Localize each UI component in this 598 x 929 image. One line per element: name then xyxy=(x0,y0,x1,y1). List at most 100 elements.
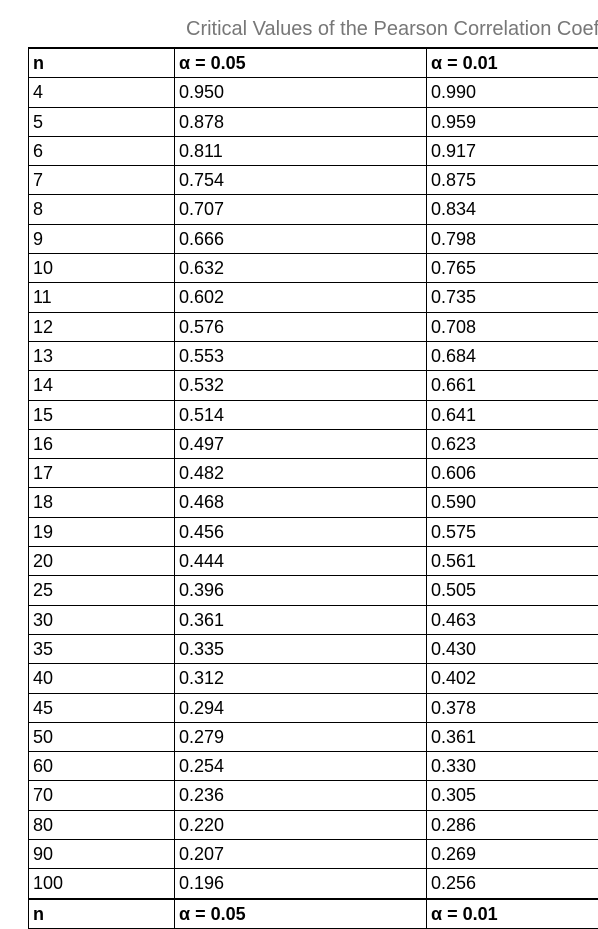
cell-alpha01: 0.575 xyxy=(427,517,598,546)
cell-alpha01: 0.330 xyxy=(427,752,598,781)
col-header-n: n xyxy=(29,48,175,78)
cell-n: 16 xyxy=(29,429,175,458)
cell-alpha05: 0.532 xyxy=(175,371,427,400)
cell-n: 9 xyxy=(29,224,175,253)
table-row: 250.3960.505 xyxy=(29,576,598,605)
cell-alpha01: 0.834 xyxy=(427,195,598,224)
table-row: 300.3610.463 xyxy=(29,605,598,634)
cell-n: 80 xyxy=(29,810,175,839)
table-row: 600.2540.330 xyxy=(29,752,598,781)
critical-values-table: n α = 0.05 α = 0.01 40.9500.99050.8780.9… xyxy=(28,47,598,929)
table-row: 400.3120.402 xyxy=(29,664,598,693)
cell-n: 5 xyxy=(29,107,175,136)
table-row: 150.5140.641 xyxy=(29,400,598,429)
cell-alpha05: 0.811 xyxy=(175,136,427,165)
cell-alpha05: 0.707 xyxy=(175,195,427,224)
table-row: 160.4970.623 xyxy=(29,429,598,458)
cell-alpha01: 0.361 xyxy=(427,722,598,751)
cell-alpha05: 0.514 xyxy=(175,400,427,429)
cell-n: 25 xyxy=(29,576,175,605)
cell-alpha01: 0.305 xyxy=(427,781,598,810)
cell-n: 35 xyxy=(29,634,175,663)
cell-alpha01: 0.959 xyxy=(427,107,598,136)
cell-alpha01: 0.256 xyxy=(427,869,598,899)
col-footer-alpha01: α = 0.01 xyxy=(427,899,598,929)
cell-alpha05: 0.335 xyxy=(175,634,427,663)
cell-alpha05: 0.497 xyxy=(175,429,427,458)
cell-alpha01: 0.684 xyxy=(427,341,598,370)
table-row: 1000.1960.256 xyxy=(29,869,598,899)
cell-n: 70 xyxy=(29,781,175,810)
cell-alpha05: 0.236 xyxy=(175,781,427,810)
cell-n: 7 xyxy=(29,166,175,195)
col-header-alpha01: α = 0.01 xyxy=(427,48,598,78)
col-footer-n: n xyxy=(29,899,175,929)
cell-alpha01: 0.641 xyxy=(427,400,598,429)
cell-alpha01: 0.402 xyxy=(427,664,598,693)
table-row: 450.2940.378 xyxy=(29,693,598,722)
cell-alpha01: 0.561 xyxy=(427,547,598,576)
cell-n: 6 xyxy=(29,136,175,165)
cell-n: 18 xyxy=(29,488,175,517)
table-body: 40.9500.99050.8780.95960.8110.91770.7540… xyxy=(29,78,598,899)
cell-n: 12 xyxy=(29,312,175,341)
cell-alpha01: 0.798 xyxy=(427,224,598,253)
cell-n: 4 xyxy=(29,78,175,107)
cell-n: 19 xyxy=(29,517,175,546)
cell-n: 8 xyxy=(29,195,175,224)
cell-alpha05: 0.482 xyxy=(175,459,427,488)
table-row: 80.7070.834 xyxy=(29,195,598,224)
cell-alpha05: 0.254 xyxy=(175,752,427,781)
cell-alpha05: 0.207 xyxy=(175,840,427,869)
table-row: 100.6320.765 xyxy=(29,254,598,283)
cell-alpha01: 0.505 xyxy=(427,576,598,605)
cell-alpha01: 0.875 xyxy=(427,166,598,195)
cell-n: 60 xyxy=(29,752,175,781)
cell-alpha05: 0.279 xyxy=(175,722,427,751)
table-row: 70.7540.875 xyxy=(29,166,598,195)
cell-alpha01: 0.917 xyxy=(427,136,598,165)
cell-alpha01: 0.735 xyxy=(427,283,598,312)
table-row: 50.8780.959 xyxy=(29,107,598,136)
cell-alpha05: 0.553 xyxy=(175,341,427,370)
cell-alpha01: 0.708 xyxy=(427,312,598,341)
cell-n: 11 xyxy=(29,283,175,312)
cell-n: 15 xyxy=(29,400,175,429)
cell-alpha01: 0.661 xyxy=(427,371,598,400)
cell-alpha05: 0.468 xyxy=(175,488,427,517)
cell-alpha05: 0.396 xyxy=(175,576,427,605)
col-footer-alpha05: α = 0.05 xyxy=(175,899,427,929)
table-row: 40.9500.990 xyxy=(29,78,598,107)
cell-n: 10 xyxy=(29,254,175,283)
table-row: 700.2360.305 xyxy=(29,781,598,810)
table-row: 350.3350.430 xyxy=(29,634,598,663)
cell-alpha01: 0.463 xyxy=(427,605,598,634)
cell-n: 90 xyxy=(29,840,175,869)
cell-alpha01: 0.269 xyxy=(427,840,598,869)
cell-alpha05: 0.576 xyxy=(175,312,427,341)
cell-n: 100 xyxy=(29,869,175,899)
table-row: 800.2200.286 xyxy=(29,810,598,839)
cell-n: 30 xyxy=(29,605,175,634)
table-row: 200.4440.561 xyxy=(29,547,598,576)
table-row: 120.5760.708 xyxy=(29,312,598,341)
cell-n: 50 xyxy=(29,722,175,751)
table-row: 130.5530.684 xyxy=(29,341,598,370)
cell-alpha05: 0.312 xyxy=(175,664,427,693)
table-footer-row: n α = 0.05 α = 0.01 xyxy=(29,899,598,929)
table-row: 900.2070.269 xyxy=(29,840,598,869)
cell-alpha01: 0.765 xyxy=(427,254,598,283)
table-title: Critical Values of the Pearson Correlati… xyxy=(28,18,598,41)
cell-alpha05: 0.950 xyxy=(175,78,427,107)
cell-alpha01: 0.430 xyxy=(427,634,598,663)
table-header-row: n α = 0.05 α = 0.01 xyxy=(29,48,598,78)
cell-alpha01: 0.590 xyxy=(427,488,598,517)
table-row: 90.6660.798 xyxy=(29,224,598,253)
table-row: 190.4560.575 xyxy=(29,517,598,546)
cell-alpha05: 0.444 xyxy=(175,547,427,576)
cell-alpha05: 0.361 xyxy=(175,605,427,634)
cell-n: 13 xyxy=(29,341,175,370)
cell-alpha05: 0.878 xyxy=(175,107,427,136)
table-row: 60.8110.917 xyxy=(29,136,598,165)
cell-n: 20 xyxy=(29,547,175,576)
